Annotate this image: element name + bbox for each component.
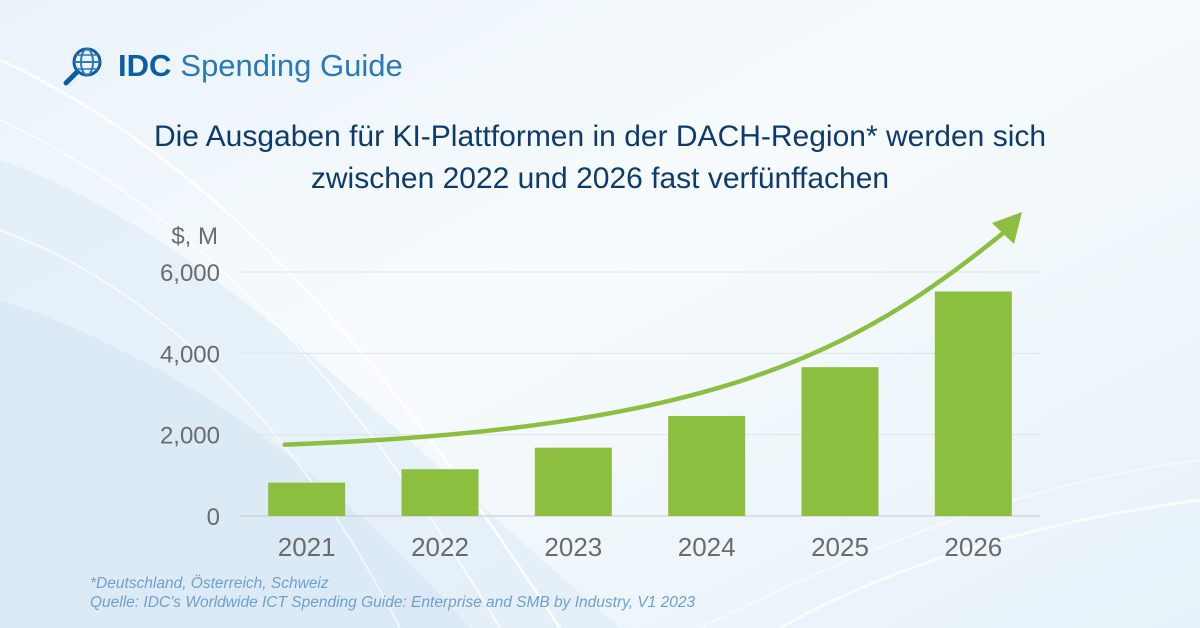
bar-2025 (801, 367, 879, 516)
x-tick-label: 2024 (678, 532, 736, 562)
x-tick-label: 2022 (411, 532, 469, 562)
bar-2023 (534, 447, 612, 516)
y-axis-label: $, M (171, 223, 218, 250)
logo-brand: IDC (118, 48, 172, 83)
idc-logo: IDC Spending Guide (62, 44, 403, 88)
x-tick-label: 2023 (544, 532, 602, 562)
footnote-regions: *Deutschland, Österreich, Schweiz (90, 575, 329, 592)
bar-2021 (268, 482, 346, 516)
y-tick-label: 4,000 (160, 341, 220, 368)
bar-2022 (401, 469, 479, 516)
chart-title: Die Ausgaben für KI-Plattformen in der D… (40, 116, 1160, 200)
y-tick-label: 6,000 (160, 260, 220, 287)
y-tick-label: 0 (207, 504, 220, 531)
globe-magnifier-icon (63, 47, 102, 86)
y-tick-label: 2,000 (160, 423, 220, 450)
x-tick-label: 2025 (811, 532, 869, 562)
trend-arrow-line (282, 231, 1005, 447)
chart-title-line-1: Die Ausgaben für KI-Plattformen in der D… (153, 120, 1047, 153)
footnote-source: Quelle: IDC’s Worldwide ICT Spending Gui… (90, 594, 696, 611)
logo-product: Spending Guide (180, 48, 403, 83)
footnotes: *Deutschland, Österreich, Schweiz Quelle… (90, 574, 695, 612)
bar-2024 (668, 415, 746, 516)
bar-2026 (934, 291, 1012, 516)
x-tick-label: 2026 (944, 532, 1002, 562)
x-tick-label: 2021 (278, 532, 336, 562)
chart-title-line-2: zwischen 2022 und 2026 fast verfünffache… (310, 162, 890, 195)
trend-arrow-head (992, 212, 1022, 244)
